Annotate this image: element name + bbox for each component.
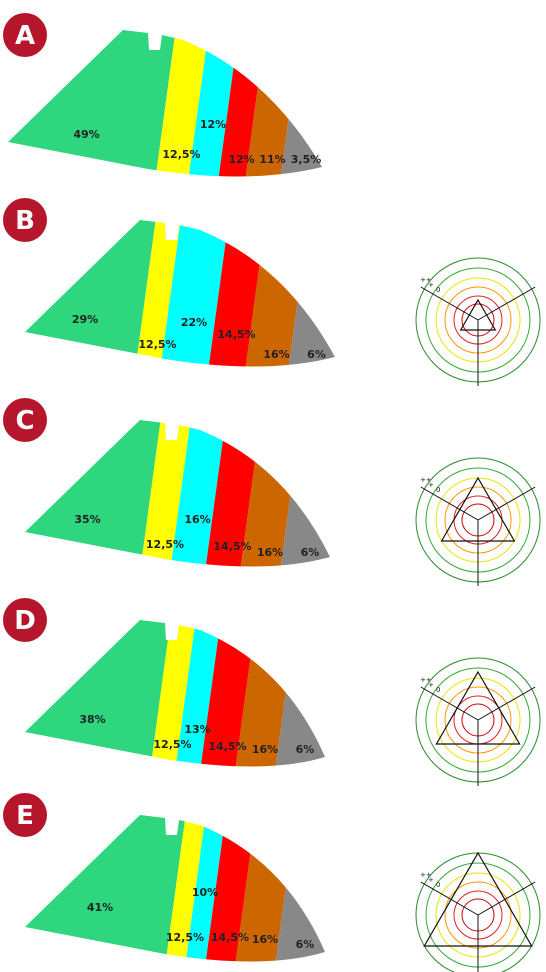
radar-label: + xyxy=(428,481,434,489)
segment xyxy=(186,30,240,177)
segment xyxy=(286,220,335,367)
segment-label: 14,5% xyxy=(217,328,255,341)
badge xyxy=(3,13,47,57)
shape-group xyxy=(25,620,325,767)
radar-triangle xyxy=(423,851,533,947)
segment xyxy=(278,30,322,177)
radar-label: ++ xyxy=(420,476,432,484)
segment-label: 16% xyxy=(252,933,278,946)
badge xyxy=(3,398,47,442)
radar-triangle xyxy=(459,298,497,331)
panel: 29%12,5%22%14,5%16% 6%B+++0 xyxy=(3,198,541,386)
badge xyxy=(3,598,47,642)
segment-label: 16% xyxy=(184,513,210,526)
segment-label: 16% xyxy=(257,546,283,559)
radar-triangle xyxy=(440,476,516,542)
radar-spoke xyxy=(477,286,536,321)
segment xyxy=(25,620,172,767)
segment-label: 49% xyxy=(73,128,99,141)
segment xyxy=(168,420,227,567)
segment-label: 12% xyxy=(228,153,254,166)
segment-label: 29% xyxy=(72,313,98,326)
badge-letter: E xyxy=(16,801,34,831)
segment-label: 12,5% xyxy=(153,738,191,751)
segment-label: 12,5% xyxy=(138,338,176,351)
shape-group xyxy=(8,30,322,177)
segment xyxy=(8,30,177,177)
segment-label: 11% xyxy=(259,153,285,166)
badge-letter: D xyxy=(14,606,36,636)
segment-label: 35% xyxy=(74,513,100,526)
radar-spoke xyxy=(420,486,479,521)
segment-label: 38% xyxy=(79,713,105,726)
segment xyxy=(278,420,330,567)
segment-label: 6% xyxy=(301,546,320,559)
shape-group xyxy=(25,220,335,367)
badge xyxy=(3,793,47,837)
segment xyxy=(273,620,325,767)
segment xyxy=(183,815,227,962)
segment-label: 12,5% xyxy=(146,538,184,551)
radar-label: ++ xyxy=(420,276,432,284)
panel: 41%12,5%10%14,5% 16% 6%E+++0 xyxy=(3,793,541,972)
radar-triangle xyxy=(435,670,521,745)
badge xyxy=(3,198,47,242)
radar-label: + xyxy=(428,281,434,289)
radar-label: 0 xyxy=(436,881,440,889)
segment-label: 13% xyxy=(184,723,210,736)
radar-label: 0 xyxy=(436,486,440,494)
radar-spoke xyxy=(420,881,479,916)
radar-spoke xyxy=(477,881,536,916)
panel: 35%12,5%16%14,5% 16% 6%C+++0 xyxy=(3,398,541,586)
radar-label: + xyxy=(428,876,434,884)
segment-label: 14,5% xyxy=(211,931,249,944)
shape-group xyxy=(25,815,325,962)
segment xyxy=(173,620,222,767)
panel: 49% 12,5% 12% 12% 11% 3,5% A xyxy=(3,13,322,177)
segment-label: 10% xyxy=(192,886,218,899)
segment-label: 6% xyxy=(307,348,326,361)
badge-letter: C xyxy=(15,406,34,436)
segment xyxy=(133,220,182,367)
radar-spoke xyxy=(420,286,479,321)
radar-spoke xyxy=(477,686,536,721)
radar-label: 0 xyxy=(436,286,440,294)
badge-letter: A xyxy=(15,21,35,51)
segment-label: 6% xyxy=(296,743,315,756)
radar-spoke xyxy=(477,486,536,521)
segment xyxy=(273,815,325,962)
segment-label: 14,5% xyxy=(208,740,246,753)
segment-label: 16% xyxy=(263,348,289,361)
segment-label: 12% xyxy=(200,118,226,131)
radar-spoke xyxy=(420,686,479,721)
segment-label: 12,5% xyxy=(166,931,204,944)
radar-label: 0 xyxy=(436,686,440,694)
segment-label: 14,5% xyxy=(213,540,251,553)
shape-group xyxy=(25,420,330,567)
segment xyxy=(148,620,197,767)
segment-label: 22% xyxy=(181,316,207,329)
panel: 38%12,5%13%14,5% 16% 6%D+++0 xyxy=(3,598,541,786)
radar-label: + xyxy=(428,681,434,689)
segment xyxy=(203,815,257,962)
segment-label: 6% xyxy=(296,938,315,951)
badge-letter: B xyxy=(15,206,35,236)
radar-label: ++ xyxy=(420,871,432,879)
segment-label: 16% xyxy=(252,743,278,756)
segment-label: 3,5% xyxy=(291,153,322,166)
segment xyxy=(153,30,210,177)
segment xyxy=(198,620,257,767)
radar-label: ++ xyxy=(420,676,432,684)
segment-label: 41% xyxy=(87,901,113,914)
segment xyxy=(163,815,207,962)
segment xyxy=(25,815,187,962)
segment xyxy=(138,420,192,567)
segment-label: 12,5% xyxy=(162,148,200,161)
